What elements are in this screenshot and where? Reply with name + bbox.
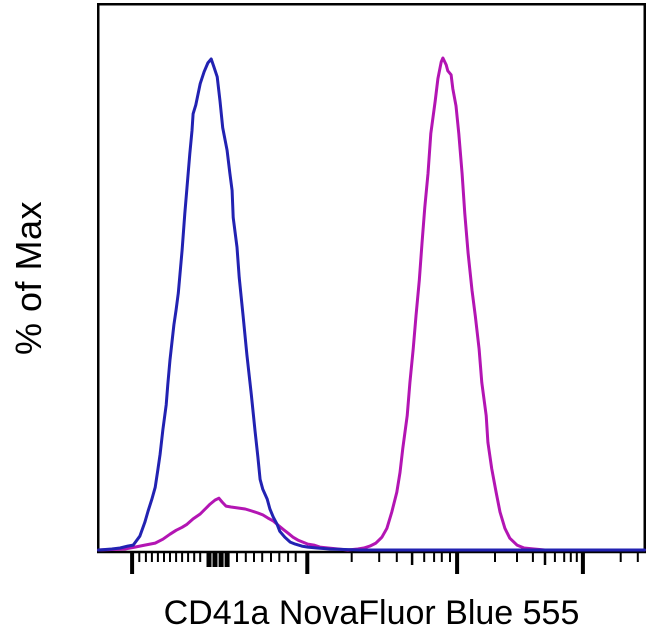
x-axis-ticks [130, 553, 639, 574]
blue-histogram-curve [97, 57, 646, 552]
magenta-histogram-curve [97, 56, 646, 552]
x-axis-label: CD41a NovaFluor Blue 555 [163, 594, 580, 632]
plot-frame [97, 3, 646, 554]
y-axis-label: % of Max [8, 200, 49, 356]
histogram-svg [97, 3, 646, 574]
